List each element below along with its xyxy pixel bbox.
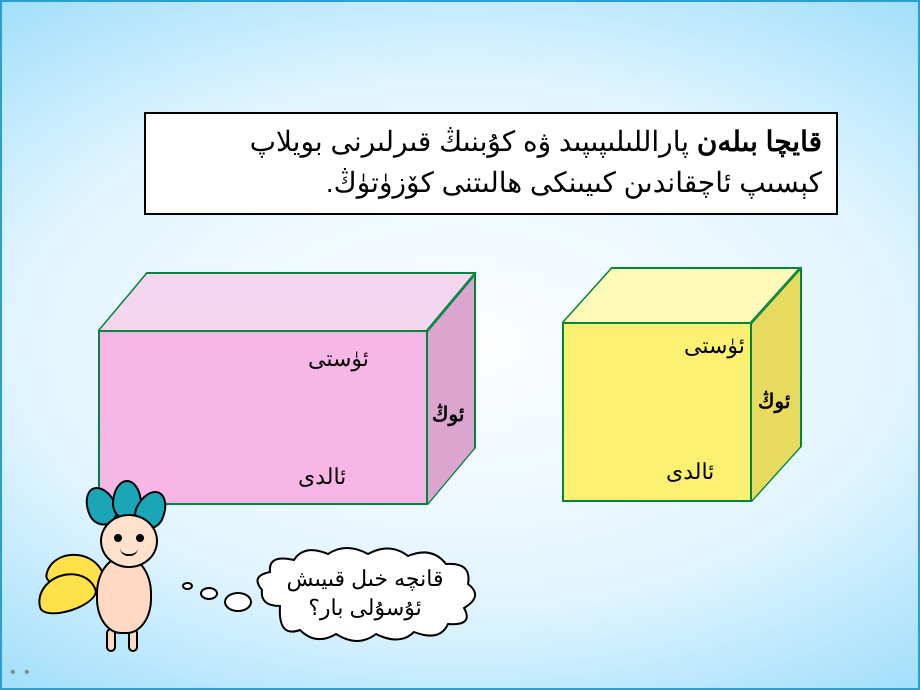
cube-side-label: ئوڭ xyxy=(758,389,790,414)
prism-top-label: ئۈستى xyxy=(308,346,369,372)
thought-dot-icon xyxy=(182,582,193,590)
page-indicator: • • xyxy=(10,664,32,682)
thought-dot-icon xyxy=(200,587,218,600)
thought-bubble: قانچە خىل قىيىش ئۇسۇلى بار؟ xyxy=(250,546,480,642)
instruction-lead: قايچا بىلەن xyxy=(697,126,822,157)
prism-front-label: ئالدى xyxy=(298,464,346,490)
thought-dot-icon xyxy=(224,592,252,612)
prism-side-label: ئوڭ xyxy=(432,402,464,427)
eye-icon xyxy=(114,534,122,542)
cube: ئۈستى ئالدى ئوڭ xyxy=(562,267,822,522)
slide: قايچا بىلەن پاراللىلىپىپىد ۋە كۇبنىڭ قىر… xyxy=(0,0,920,690)
cube-front-label: ئالدى xyxy=(666,459,714,485)
character-icon xyxy=(42,484,192,654)
prism-front-face xyxy=(98,330,428,505)
prism-top-face xyxy=(98,272,477,330)
eye-icon xyxy=(136,534,144,542)
cube-top-label: ئۈستى xyxy=(684,333,745,359)
thought-text: قانچە خىل قىيىش ئۇسۇلى بار؟ xyxy=(250,546,480,642)
instruction-box: قايچا بىلەن پاراللىلىپىپىد ۋە كۇبنىڭ قىر… xyxy=(144,112,838,215)
head-icon xyxy=(100,514,158,568)
